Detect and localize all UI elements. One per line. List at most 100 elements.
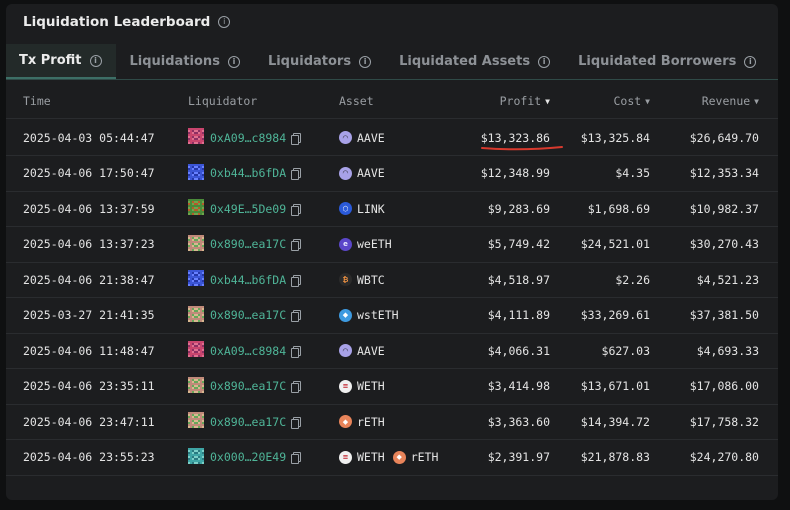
table-row[interactable]: 2025-04-06 23:47:11 0x890…ea17C ◆ rETH $3,36… [6,404,778,440]
column-header-revenue[interactable]: Revenue ▼ [702,84,759,118]
table-row[interactable]: 2025-04-03 05:44:47 0xA09…c8984 ◠ AAVE $13,3… [6,120,778,156]
copy-icon[interactable] [291,416,302,429]
avatar [188,234,204,254]
liquidator-address-link[interactable]: 0x890…ea17C [210,379,287,393]
time-cell: 2025-04-06 13:37:23 [23,237,155,251]
liquidator-address-link[interactable]: 0xb44…b6fDA [210,166,287,180]
liquidator-address-link[interactable]: 0x890…ea17C [210,308,287,322]
info-icon[interactable]: i [218,16,231,28]
tab-label: Liquidated Borrowers [578,54,737,69]
copy-icon[interactable] [291,203,302,216]
revenue-header-label: Revenue [701,94,751,108]
asset-cell: ◠ AAVE [339,156,385,191]
profit-cell: $2,391.97 [487,450,550,464]
profit-cell: $4,518.97 [487,272,550,287]
page-title: Liquidation Leaderboard [23,14,211,30]
time-cell: 2025-04-06 23:35:11 [23,379,155,393]
copy-icon[interactable] [291,274,302,287]
asset-cell: ≡ WETH [339,369,385,404]
asset-name: LINK [357,201,385,216]
liquidator-address-link[interactable]: 0x000…20E49 [210,450,287,464]
time-cell: 2025-04-06 21:38:47 [23,272,155,287]
link-icon: ⬡ [339,202,352,215]
liquidator-cell: 0x890…ea17C [188,298,302,333]
table-row[interactable]: 2025-04-06 13:37:23 0x890…ea17C e weETH $5,7… [6,227,778,263]
liquidator-address-link[interactable]: 0x49E…5De09 [210,201,287,216]
liquidator-cell: 0x000…20E49 [188,440,302,475]
asset-name: WETH [357,450,385,464]
liquidator-cell: 0xb44…b6fDA [188,262,302,297]
copy-icon[interactable] [291,168,302,180]
table-row[interactable]: 2025-04-06 11:48:47 0xA09…c8984 ◠ AAVE $4,06… [6,333,778,369]
weeth-icon: e [339,237,352,251]
table-row[interactable]: 2025-03-27 21:41:35 0x890…ea17C ◆ wstETH $4,… [6,298,778,334]
table-row[interactable]: 2025-04-06 13:37:59 0x49E…5De09 ⬡ LINK $9,28… [6,191,778,227]
tab-liquidated-borrowers[interactable]: Liquidated Borrowers i [564,44,770,79]
time-cell: 2025-04-06 17:50:47 [23,166,155,180]
profit-cell: $12,348.99 [480,166,550,180]
table-row[interactable]: 2025-04-06 21:38:47 0xb44…b6fDA ₿ WBTC $4,51… [6,262,778,298]
info-icon[interactable]: i [744,55,757,68]
profit-header-label: Profit [499,94,542,108]
liquidator-address-link[interactable]: 0x890…ea17C [210,237,287,251]
asset-name: WETH [357,379,385,393]
liquidator-address-link[interactable]: 0xb44…b6fDA [210,272,287,287]
column-header-cost[interactable]: Cost ▼ [613,84,650,118]
time-cell: 2025-04-06 23:55:23 [23,450,155,464]
reth-icon: ◆ [392,450,406,464]
avatar [188,305,204,325]
asset-name: weETH [357,237,392,251]
profit-cell: $3,363.60 [487,414,550,429]
copy-icon[interactable] [291,310,302,322]
tab-label: Tx Profit [19,53,82,68]
asset-name: AAVE [357,166,385,180]
tab-tx-profit[interactable]: Tx Profit i [6,44,116,79]
time-cell: 2025-04-03 05:44:47 [23,130,155,145]
info-icon[interactable]: i [227,55,240,68]
copy-icon[interactable] [291,132,302,145]
cost-cell: $21,878.83 [580,450,650,464]
copy-icon[interactable] [291,345,302,358]
table-row[interactable]: 2025-04-06 23:55:23 0x000…20E49 ≡ WETH ◆ rETH… [6,440,778,476]
wsteth-icon: ◆ [339,308,352,322]
copy-icon[interactable] [291,239,302,251]
avatar [188,270,204,289]
profit-cell: $3,414.98 [487,379,550,393]
annotation-underline [481,146,563,151]
tab-liquidations[interactable]: Liquidations i [116,44,254,79]
revenue-cell: $17,758.32 [689,414,759,429]
asset-name: rETH [357,414,385,429]
avatar [188,128,204,147]
liquidator-address-link[interactable]: 0xA09…c8984 [210,130,287,145]
revenue-cell: $24,270.80 [689,450,759,464]
cost-cell: $14,394.72 [580,414,650,429]
liquidator-address-link[interactable]: 0xA09…c8984 [210,343,287,358]
cost-cell: $13,671.01 [580,379,650,393]
revenue-cell: $10,982.37 [689,201,759,216]
revenue-cell: $4,521.23 [696,272,759,287]
avatar [188,447,204,467]
avatar [188,376,204,396]
info-icon[interactable]: i [89,54,102,67]
tab-liquidators[interactable]: Liquidators i [254,44,385,79]
tab-liquidated-assets[interactable]: Liquidated Assets i [385,44,564,79]
column-header-asset: Asset [339,94,374,108]
asset-cell: ◆ wstETH [339,298,399,333]
asset-name: WBTC [357,272,385,287]
time-cell: 2025-03-27 21:41:35 [23,308,155,322]
cost-cell: $33,269.61 [580,308,650,322]
revenue-cell: $4,693.33 [696,343,759,358]
asset-name: AAVE [357,343,385,358]
copy-icon[interactable] [291,381,302,393]
info-icon[interactable]: i [538,55,551,68]
revenue-cell: $17,086.00 [689,379,759,393]
avatar [188,199,204,218]
column-header-profit[interactable]: Profit ▼ [500,84,550,118]
liquidator-cell: 0xb44…b6fDA [188,156,302,191]
table-row[interactable]: 2025-04-06 23:35:11 0x890…ea17C ≡ WETH $3,41… [6,369,778,405]
copy-icon[interactable] [291,452,302,464]
info-icon[interactable]: i [359,55,372,68]
aave-icon: ◠ [339,131,352,144]
table-row[interactable]: 2025-04-06 17:50:47 0xb44…b6fDA ◠ AAVE $12,3… [6,156,778,192]
liquidator-address-link[interactable]: 0x890…ea17C [210,414,287,429]
